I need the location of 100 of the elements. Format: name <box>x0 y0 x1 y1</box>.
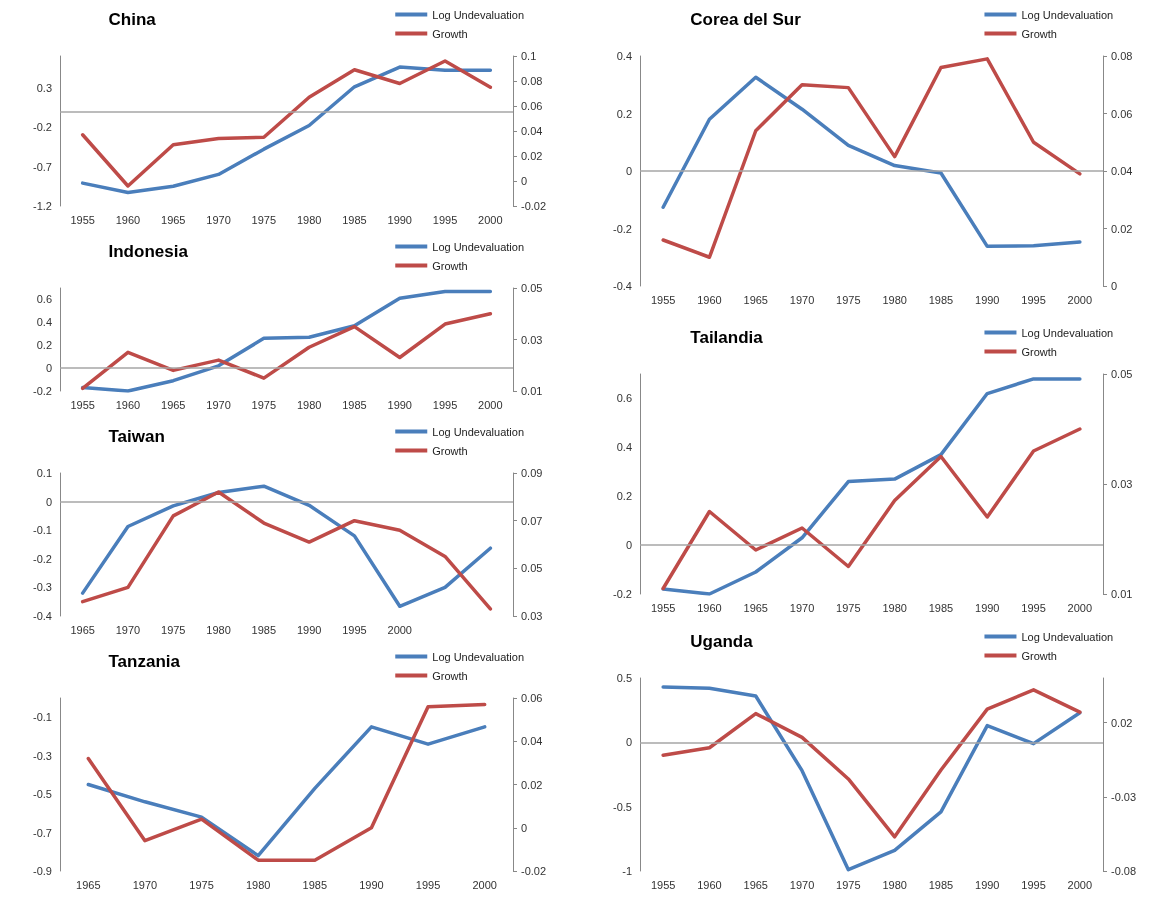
y-tick-label: -0.7 <box>33 160 52 173</box>
x-tick-label: 1970 <box>789 601 815 614</box>
legend-label: Log Undevaluation <box>432 425 525 438</box>
y-tick-label: 0.4 <box>616 441 632 454</box>
legend-label: Growth <box>432 259 468 272</box>
x-tick-label: 2000 <box>1067 601 1093 614</box>
y-tick-label: -0.2 <box>33 121 52 134</box>
y2-tick-label: 0.02 <box>1111 716 1133 729</box>
x-tick-label: 1965 <box>161 398 186 411</box>
y-tick-label: -0.2 <box>613 588 632 600</box>
x-tick-label: 1975 <box>836 601 861 614</box>
x-tick-label: 1995 <box>415 878 441 891</box>
x-tick-label: 1995 <box>432 398 458 411</box>
x-tick-label: 1960 <box>697 878 722 891</box>
y2-tick-label: 0.1 <box>521 50 537 62</box>
y-tick-label: -0.9 <box>33 865 52 877</box>
x-tick-label: 2000 <box>478 213 503 226</box>
x-tick-label: 1955 <box>650 601 676 614</box>
line-series <box>661 427 1082 591</box>
y-tick-label: 0.2 <box>616 107 632 120</box>
x-tick-label: 1960 <box>697 293 722 306</box>
x-tick-label: 1970 <box>115 623 141 636</box>
y-tick-label: -0.7 <box>33 826 52 839</box>
x-tick-label: 1985 <box>342 213 367 226</box>
x-tick-label: 1965 <box>743 878 768 891</box>
x-tick-label: 1955 <box>70 398 95 411</box>
x-tick-label: 1995 <box>1021 293 1046 306</box>
x-tick-label: 2000 <box>478 398 503 411</box>
x-tick-label: 1980 <box>296 398 322 411</box>
y2-tick-label: 0.05 <box>521 562 543 575</box>
legend-label: Log Undevaluation <box>1021 8 1114 21</box>
x-tick-label: 1995 <box>432 213 458 226</box>
x-tick-label: 1995 <box>342 623 367 636</box>
y-tick-label: -0.5 <box>613 800 632 813</box>
y-tick-label: -0.3 <box>33 749 52 762</box>
y-tick-label: -0.3 <box>33 581 52 594</box>
y2-tick-label: 0.02 <box>521 150 543 162</box>
legend-label: Log Undevaluation <box>432 240 525 253</box>
y2-tick-label: 0.08 <box>1111 50 1133 62</box>
x-tick-label: 1990 <box>975 601 1000 614</box>
x-tick-label: 1995 <box>1021 601 1046 614</box>
x-tick-label: 2000 <box>1067 878 1093 891</box>
x-tick-label: 1965 <box>743 601 768 614</box>
legend-label: Growth <box>1021 27 1057 40</box>
y2-tick-label: 0 <box>521 175 528 187</box>
line-series <box>661 377 1082 596</box>
chart-title: Corea del Sur <box>690 10 802 29</box>
y2-tick-label: -0.02 <box>521 865 547 877</box>
y2-tick-label: 0.03 <box>521 333 543 346</box>
x-tick-label: 1965 <box>70 623 95 636</box>
line-series <box>86 702 487 862</box>
y2-tick-label: 0.03 <box>521 610 543 622</box>
y2-tick-label: -0.03 <box>1111 790 1137 803</box>
x-tick-label: 1980 <box>245 878 271 891</box>
legend-label: Growth <box>432 444 468 457</box>
x-tick-label: 1980 <box>882 293 907 306</box>
legend-label: Growth <box>432 27 468 40</box>
y2-tick-label: 0.02 <box>521 778 543 791</box>
chart-title: Indonesia <box>108 242 189 261</box>
x-tick-label: 1970 <box>206 398 231 411</box>
y-tick-label: 0.2 <box>36 339 52 352</box>
y-tick-label: 0 <box>45 495 52 508</box>
y-tick-label: -0.1 <box>33 524 52 537</box>
x-tick-label: 1955 <box>650 878 676 891</box>
x-tick-label: 1975 <box>251 213 277 226</box>
x-tick-label: 1970 <box>206 213 231 226</box>
x-tick-label: 2000 <box>1067 293 1093 306</box>
x-tick-label: 1960 <box>697 601 722 614</box>
x-tick-label: 2000 <box>387 623 412 636</box>
legend-label: Log Undevaluation <box>1021 326 1114 339</box>
x-tick-label: 1990 <box>387 398 412 411</box>
x-tick-label: 1955 <box>70 213 95 226</box>
x-tick-label: 1975 <box>251 398 277 411</box>
x-tick-label: 1975 <box>836 878 861 891</box>
y-tick-label: -0.4 <box>33 610 52 622</box>
y2-tick-label: 0 <box>1111 280 1118 292</box>
y-tick-label: 0 <box>45 362 52 375</box>
line-series <box>661 688 1082 839</box>
y-tick-label: 0.4 <box>616 50 632 62</box>
legend-label: Log Undevaluation <box>432 650 525 663</box>
y-tick-label: 0.3 <box>36 81 52 94</box>
line-series <box>86 725 487 858</box>
y2-tick-label: 0.06 <box>521 692 543 704</box>
y-tick-label: 0.2 <box>616 490 632 503</box>
legend-label: Growth <box>1021 649 1057 662</box>
x-tick-label: 1960 <box>115 398 141 411</box>
y2-tick-label: -0.08 <box>1111 865 1137 877</box>
y-tick-label: -0.2 <box>33 385 52 397</box>
y2-tick-label: 0.04 <box>521 735 543 748</box>
y2-tick-label: 0.08 <box>521 75 543 87</box>
x-tick-label: 1995 <box>1021 878 1046 891</box>
y-tick-label: 0.6 <box>36 293 52 306</box>
x-tick-label: 1990 <box>359 878 384 891</box>
y2-tick-label: 0 <box>521 821 528 834</box>
y-tick-label: -0.2 <box>613 222 632 235</box>
y2-tick-label: 0.03 <box>1111 478 1133 490</box>
x-tick-label: 1980 <box>882 601 907 614</box>
y-tick-label: -1 <box>622 865 632 877</box>
y2-tick-label: 0.04 <box>521 125 543 137</box>
y2-tick-label: 0.06 <box>521 100 543 112</box>
